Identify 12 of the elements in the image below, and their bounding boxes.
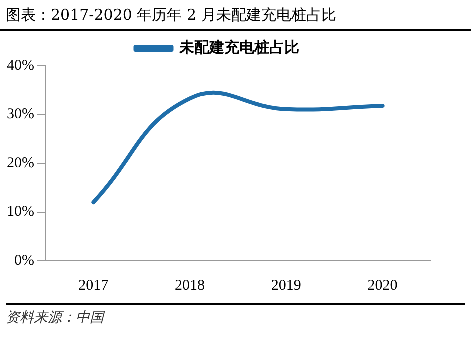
y-tick-label: 30% <box>6 106 34 123</box>
text: 资料来源：中国 <box>6 309 106 327</box>
y-tick-label: 20% <box>6 155 34 172</box>
legend-label: 未配建充电桩占比 <box>178 38 300 56</box>
x-tick-label: 2018 <box>175 278 206 294</box>
y-tick-label: 10% <box>6 204 34 220</box>
x-tick-label: 2019 <box>271 278 302 294</box>
chart-title: 图表：2017-2020 年历年 2 月未配建充电桩占比 <box>0 0 471 31</box>
y-tick-label: 0% <box>14 252 34 269</box>
y-tick-label: 40% <box>6 58 34 74</box>
x-tick-label: 2020 <box>368 278 398 294</box>
x-tick-label: 2017 <box>78 278 110 294</box>
